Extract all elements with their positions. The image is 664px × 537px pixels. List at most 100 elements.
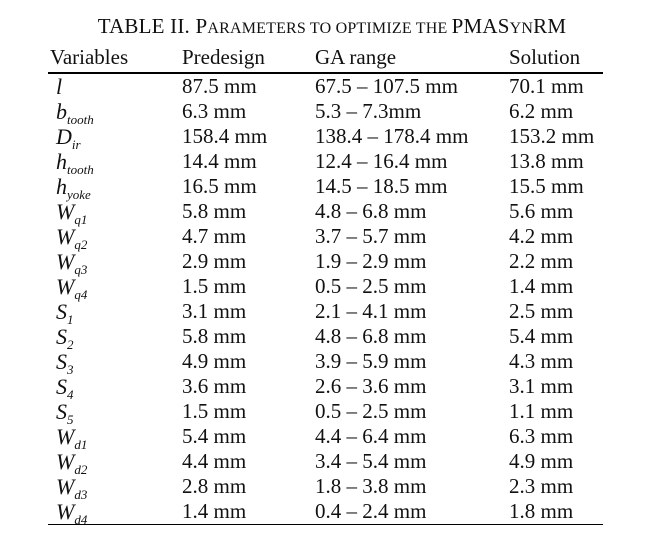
variable-subscript: 5 bbox=[67, 412, 74, 427]
table-row: Wd1 5.4 mm 4.4 – 6.4 mm 6.3 mm bbox=[48, 424, 603, 452]
solution-cell: 6.2 mm bbox=[509, 99, 574, 123]
variable-cell: S3 bbox=[48, 349, 182, 376]
variable-symbol: W bbox=[56, 449, 75, 474]
variable-symbol: b bbox=[56, 99, 67, 124]
variable-subscript: q3 bbox=[74, 262, 88, 277]
variable-symbol: h bbox=[56, 174, 67, 199]
variable-symbol: h bbox=[56, 149, 67, 174]
variable-symbol: S bbox=[56, 324, 67, 349]
table-row: Dir 158.4 mm 138.4 – 178.4 mm 153.2 mm bbox=[48, 124, 603, 152]
variable-symbol: D bbox=[56, 124, 72, 149]
variable-subscript: q4 bbox=[74, 287, 88, 302]
variable-cell: htooth bbox=[48, 149, 182, 177]
solution-cell: 4.9 mm bbox=[509, 449, 574, 473]
predesign-cell: 2.8 mm bbox=[182, 474, 247, 498]
ga-range-cell: 4.8 – 6.8 mm bbox=[315, 199, 427, 223]
caption-part: P bbox=[195, 14, 208, 38]
variable-symbol: S bbox=[56, 299, 67, 324]
caption-title: PARAMETERS TO OPTIMIZE THE PMASYNRM bbox=[195, 14, 566, 38]
ga-range-cell: 3.4 – 5.4 mm bbox=[315, 449, 427, 473]
predesign-cell: 158.4 mm bbox=[182, 124, 268, 148]
variable-symbol: l bbox=[56, 74, 63, 99]
variable-cell: Wq1 bbox=[48, 199, 182, 227]
ga-range-cell: 1.9 – 2.9 mm bbox=[315, 249, 427, 273]
solution-cell: 15.5 mm bbox=[509, 174, 584, 198]
table-caption: TABLE II. PARAMETERS TO OPTIMIZE THE PMA… bbox=[0, 14, 664, 39]
variable-cell: Dir bbox=[48, 124, 182, 152]
solution-cell: 153.2 mm bbox=[509, 124, 595, 148]
caption-part: PMAS bbox=[451, 14, 510, 38]
solution-cell: 2.2 mm bbox=[509, 249, 574, 273]
variable-cell: l bbox=[48, 73, 182, 99]
solution-cell: 4.2 mm bbox=[509, 224, 574, 248]
table-row: htooth 14.4 mm 12.4 – 16.4 mm 13.8 mm bbox=[48, 149, 603, 177]
variable-subscript: d2 bbox=[74, 462, 88, 477]
ga-range-cell: 3.9 – 5.9 mm bbox=[315, 349, 427, 373]
variable-subscript: 2 bbox=[67, 337, 74, 352]
table-body: l 87.5 mm 67.5 – 107.5 mm 70.1 mm btooth 6.3 … bbox=[48, 73, 603, 527]
table-row: Wq1 5.8 mm 4.8 – 6.8 mm 5.6 mm bbox=[48, 199, 603, 227]
predesign-cell: 1.5 mm bbox=[182, 274, 247, 298]
solution-cell: 13.8 mm bbox=[509, 149, 584, 173]
caption-label: TABLE II. bbox=[97, 14, 190, 38]
caption-part: ARAMETERS TO OPTIMIZE THE bbox=[207, 20, 452, 37]
variable-subscript: yoke bbox=[67, 187, 91, 202]
table-row: S1 3.1 mm 2.1 – 4.1 mm 2.5 mm bbox=[48, 299, 603, 326]
predesign-cell: 4.4 mm bbox=[182, 449, 247, 473]
variable-cell: Wd2 bbox=[48, 449, 182, 477]
table-row: Wq4 1.5 mm 0.5 – 2.5 mm 1.4 mm bbox=[48, 274, 603, 302]
predesign-cell: 16.5 mm bbox=[182, 174, 257, 198]
header-solution: Solution bbox=[509, 44, 581, 69]
variable-cell: btooth bbox=[48, 99, 182, 126]
predesign-cell: 1.5 mm bbox=[182, 399, 247, 423]
solution-cell: 2.3 mm bbox=[509, 474, 574, 498]
variable-subscript: ir bbox=[71, 137, 81, 152]
predesign-cell: 6.3 mm bbox=[182, 99, 247, 123]
variable-symbol: W bbox=[56, 424, 75, 449]
table-row: Wd4 1.4 mm 0.4 – 2.4 mm 1.8 mm bbox=[48, 499, 603, 527]
predesign-cell: 2.9 mm bbox=[182, 249, 247, 273]
ga-range-cell: 0.5 – 2.5 mm bbox=[315, 274, 427, 298]
ga-range-cell: 0.5 – 2.5 mm bbox=[315, 399, 427, 423]
solution-cell: 2.5 mm bbox=[509, 299, 574, 323]
variable-symbol: W bbox=[56, 474, 75, 499]
predesign-cell: 5.4 mm bbox=[182, 424, 247, 448]
variable-subscript: d1 bbox=[74, 437, 88, 452]
variable-cell: Wd1 bbox=[48, 424, 182, 452]
table-row: S2 5.8 mm 4.8 – 6.8 mm 5.4 mm bbox=[48, 324, 603, 352]
solution-cell: 1.8 mm bbox=[509, 499, 574, 523]
solution-cell: 1.4 mm bbox=[509, 274, 574, 298]
variable-cell: Wq4 bbox=[48, 274, 182, 302]
variable-subscript: q1 bbox=[74, 212, 88, 227]
variable-subscript: tooth bbox=[67, 162, 94, 177]
variable-symbol: W bbox=[56, 274, 75, 299]
ga-range-cell: 2.6 – 3.6 mm bbox=[315, 374, 427, 398]
ga-range-cell: 3.7 – 5.7 mm bbox=[315, 224, 427, 248]
predesign-cell: 3.1 mm bbox=[182, 299, 247, 323]
variable-cell: S2 bbox=[48, 324, 182, 352]
ga-range-cell: 4.4 – 6.4 mm bbox=[315, 424, 427, 448]
predesign-cell: 5.8 mm bbox=[182, 324, 247, 348]
table-row: S4 3.6 mm 2.6 – 3.6 mm 3.1 mm bbox=[48, 374, 603, 401]
variable-cell: Wq2 bbox=[48, 224, 182, 252]
table-row: hyoke 16.5 mm 14.5 – 18.5 mm 15.5 mm bbox=[48, 174, 603, 202]
variable-subscript: q2 bbox=[74, 237, 88, 252]
variable-subscript: d3 bbox=[74, 487, 88, 502]
variable-symbol: W bbox=[56, 499, 75, 524]
table-row: Wd2 4.4 mm 3.4 – 5.4 mm 4.9 mm bbox=[48, 449, 603, 477]
variable-subscript: d4 bbox=[74, 512, 88, 527]
ga-range-cell: 1.8 – 3.8 mm bbox=[315, 474, 427, 498]
table-header-row: Variables Predesign GA range Solution bbox=[48, 42, 603, 73]
predesign-cell: 4.7 mm bbox=[182, 224, 247, 248]
ga-range-cell: 2.1 – 4.1 mm bbox=[315, 299, 427, 323]
variable-symbol: S bbox=[56, 374, 67, 399]
solution-cell: 5.4 mm bbox=[509, 324, 574, 348]
parameters-table: Variables Predesign GA range Solution l 8… bbox=[48, 42, 603, 527]
predesign-cell: 3.6 mm bbox=[182, 374, 247, 398]
table-row: Wq3 2.9 mm 1.9 – 2.9 mm 2.2 mm bbox=[48, 249, 603, 277]
table-row: Wd3 2.8 mm 1.8 – 3.8 mm 2.3 mm bbox=[48, 474, 603, 502]
variable-symbol: S bbox=[56, 349, 67, 374]
table-row: Wq2 4.7 mm 3.7 – 5.7 mm 4.2 mm bbox=[48, 224, 603, 252]
ga-range-cell: 5.3 – 7.3mm bbox=[315, 99, 422, 123]
ga-range-cell: 4.8 – 6.8 mm bbox=[315, 324, 427, 348]
